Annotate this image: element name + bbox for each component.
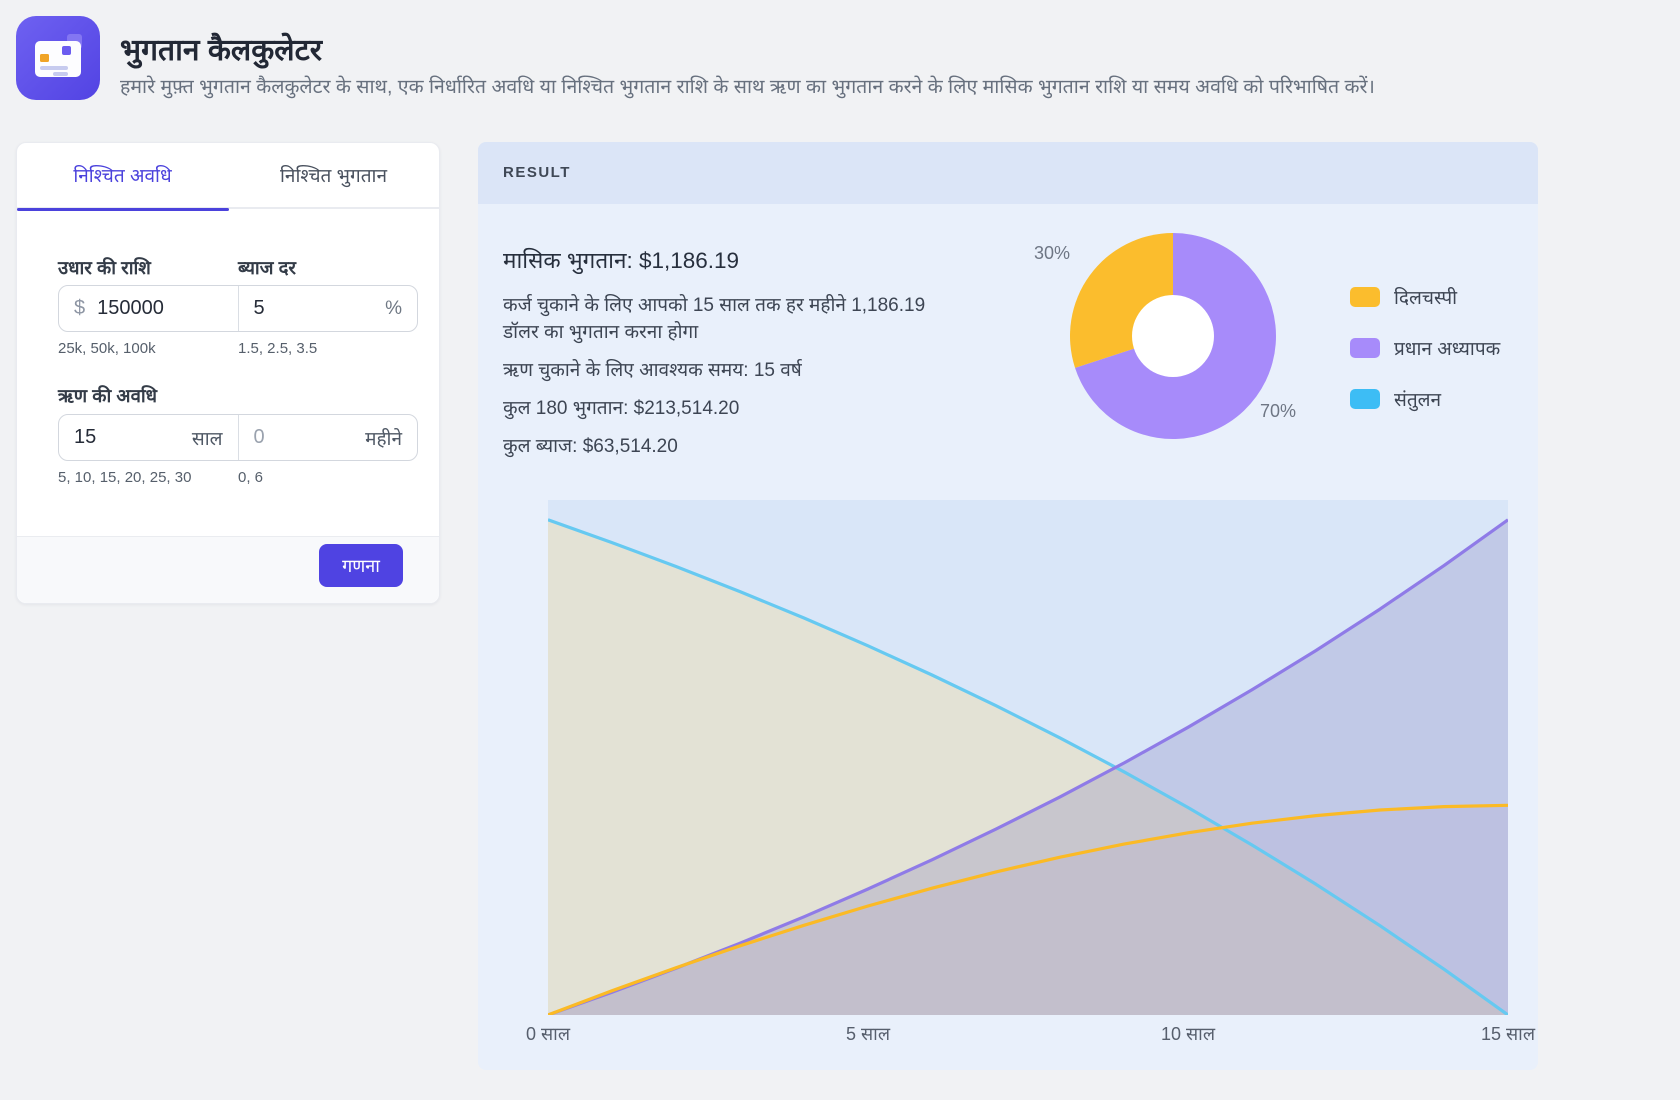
percent-suffix: % — [385, 297, 402, 319]
years-input[interactable] — [74, 426, 184, 449]
balance-swatch-icon — [1350, 389, 1380, 409]
loan-amount-input[interactable] — [97, 297, 223, 320]
interest-swatch-icon — [1350, 287, 1380, 307]
result-header: RESULT — [478, 142, 1538, 204]
tab-fixed-payment[interactable]: निश्चित भुगतान — [228, 143, 439, 207]
x-tick-10: 10 साल — [1160, 1024, 1216, 1044]
x-tick-5: 5 साल — [845, 1024, 891, 1044]
interest-rate-label: ब्याज दर — [238, 257, 296, 278]
legend-label-interest: दिलचस्पी — [1394, 288, 1458, 309]
interest-rate-cell: % — [237, 286, 418, 331]
result-card: RESULT मासिक भुगतान: $1,186.19 कर्ज चुका… — [478, 142, 1538, 1070]
payment-description: कर्ज चुकाने के लिए आपको 15 साल तक हर मही… — [503, 295, 926, 343]
page-subtitle: हमारे मुफ़्त भुगतान कैलकुलेटर के साथ, एक… — [120, 76, 1375, 98]
months-input[interactable] — [253, 426, 358, 449]
months-suffix: महीने — [365, 428, 402, 450]
donut-label-principal: 70% — [1260, 401, 1297, 421]
principal-swatch-icon — [1350, 338, 1380, 358]
years-cell: साल — [59, 415, 238, 460]
active-tab-indicator — [17, 208, 229, 211]
calculate-button[interactable]: गणना — [319, 544, 403, 587]
chart-legend: दिलचस्पी प्रधान अध्यापक संतुलन — [1350, 284, 1500, 437]
legend-label-principal: प्रधान अध्यापक — [1394, 339, 1501, 360]
dollar-prefix: $ — [74, 297, 86, 319]
months-hint: 0, 6 — [238, 469, 264, 486]
months-cell: महीने — [237, 415, 418, 460]
loan-period-label: ऋण की अवधि — [58, 385, 158, 406]
credit-card-icon — [16, 16, 100, 100]
interest-rate-hint: 1.5, 2.5, 3.5 — [238, 340, 318, 357]
amount-rate-input-group: $ % — [58, 285, 418, 332]
years-suffix: साल — [191, 428, 223, 450]
legend-item-balance[interactable]: संतुलन — [1350, 386, 1500, 412]
loan-amount-hint: 25k, 50k, 100k — [58, 340, 156, 357]
legend-item-principal[interactable]: प्रधान अध्यापक — [1350, 335, 1500, 361]
legend-label-balance: संतुलन — [1394, 390, 1442, 411]
years-hint: 5, 10, 15, 20, 25, 30 — [58, 469, 192, 486]
result-summary: मासिक भुगतान: $1,186.19 कर्ज चुकाने के ल… — [503, 244, 953, 472]
amortization-area-chart — [548, 500, 1508, 1015]
x-axis: 0 साल 5 साल 10 साल 15 साल — [478, 1022, 1538, 1046]
payment-breakdown-donut-chart — [1070, 233, 1276, 439]
loan-period-input-group: साल महीने — [58, 414, 418, 461]
page-title: भुगतान कैलकुलेटर — [120, 34, 322, 67]
loan-amount-label: उधार की राशि — [58, 257, 151, 278]
total-payments-text: कुल 180 भुगतान: $213,514.20 — [503, 397, 740, 419]
monthly-payment-text: मासिक भुगतान: $1,186.19 — [503, 248, 740, 273]
total-interest-text: कुल ब्याज: $63,514.20 — [503, 435, 678, 457]
x-tick-0: 0 साल — [525, 1024, 571, 1044]
tab-fixed-period[interactable]: निश्चित अवधि — [17, 143, 228, 207]
interest-rate-input[interactable] — [253, 297, 378, 320]
time-required-text: ऋण चुकाने के लिए आवश्यक समय: 15 वर्ष — [503, 359, 802, 381]
x-tick-15: 15 साल — [1480, 1024, 1536, 1044]
legend-item-interest[interactable]: दिलचस्पी — [1350, 284, 1500, 310]
calculator-card: निश्चित अवधि निश्चित भुगतान उधार की राशि… — [16, 142, 440, 604]
tab-bar: निश्चित अवधि निश्चित भुगतान — [17, 143, 439, 209]
loan-amount-cell: $ — [59, 286, 238, 331]
donut-label-interest: 30% — [1034, 243, 1071, 263]
